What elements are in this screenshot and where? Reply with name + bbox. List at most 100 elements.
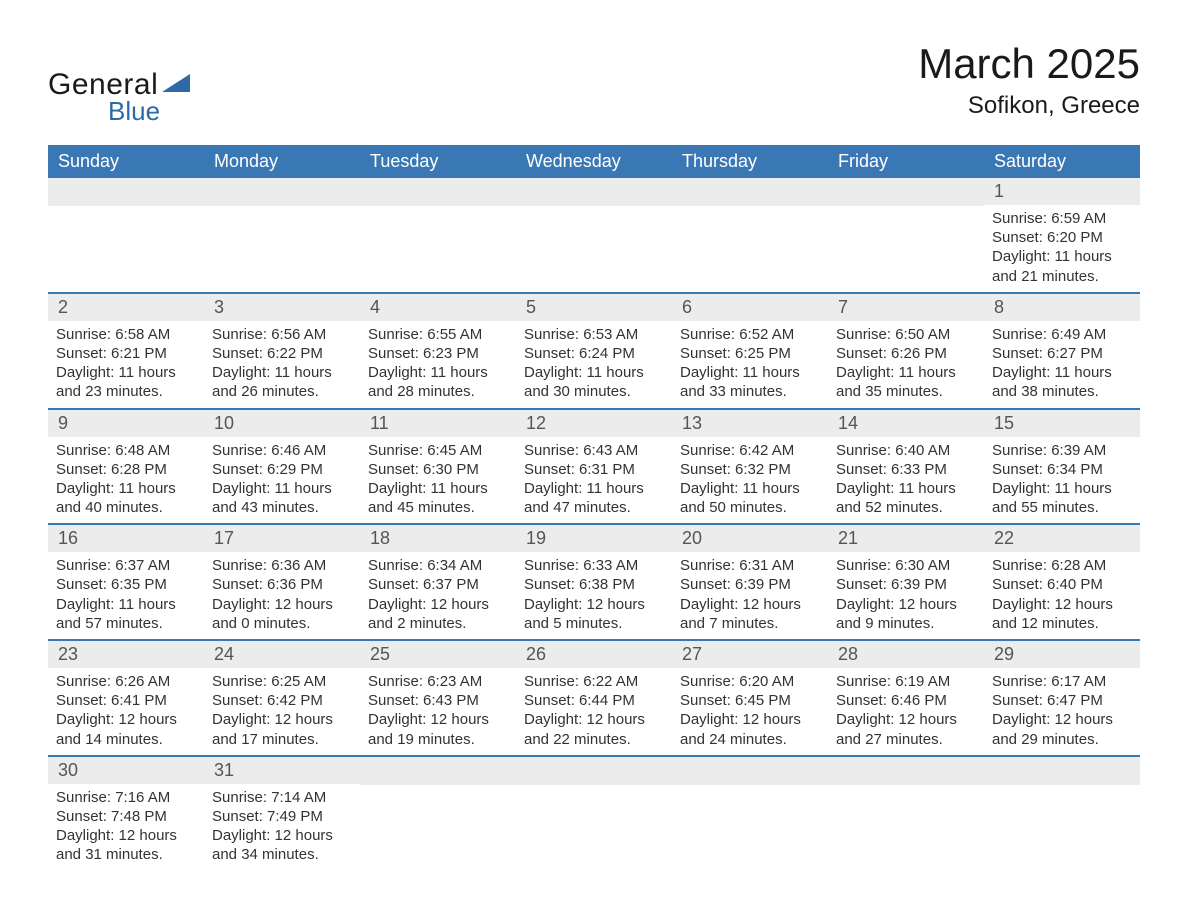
daylight-line1: Daylight: 12 hours bbox=[680, 710, 820, 729]
day-number bbox=[516, 178, 672, 206]
sunset-text: Sunset: 6:32 PM bbox=[680, 460, 820, 479]
sunset-text: Sunset: 6:30 PM bbox=[368, 460, 508, 479]
sunrise-text: Sunrise: 6:33 AM bbox=[524, 556, 664, 575]
sunrise-text: Sunrise: 6:37 AM bbox=[56, 556, 196, 575]
day-number: 16 bbox=[48, 525, 204, 552]
day-cell: 28Sunrise: 6:19 AMSunset: 6:46 PMDayligh… bbox=[828, 641, 984, 755]
daylight-line2: and 12 minutes. bbox=[992, 614, 1132, 633]
daylight-line2: and 40 minutes. bbox=[56, 498, 196, 517]
sunrise-text: Sunrise: 6:17 AM bbox=[992, 672, 1132, 691]
daylight-line1: Daylight: 11 hours bbox=[992, 247, 1132, 266]
day-cell: 1Sunrise: 6:59 AMSunset: 6:20 PMDaylight… bbox=[984, 178, 1140, 292]
day-cell: 31Sunrise: 7:14 AMSunset: 7:49 PMDayligh… bbox=[204, 757, 360, 871]
sunrise-text: Sunrise: 6:52 AM bbox=[680, 325, 820, 344]
sunrise-text: Sunrise: 7:16 AM bbox=[56, 788, 196, 807]
daylight-line1: Daylight: 11 hours bbox=[680, 479, 820, 498]
day-number: 21 bbox=[828, 525, 984, 552]
daylight-line1: Daylight: 12 hours bbox=[992, 710, 1132, 729]
sunrise-text: Sunrise: 6:49 AM bbox=[992, 325, 1132, 344]
day-cell: 18Sunrise: 6:34 AMSunset: 6:37 PMDayligh… bbox=[360, 525, 516, 639]
day-number: 23 bbox=[48, 641, 204, 668]
daylight-line1: Daylight: 11 hours bbox=[368, 363, 508, 382]
daylight-line2: and 45 minutes. bbox=[368, 498, 508, 517]
day-cell bbox=[984, 757, 1140, 871]
sunset-text: Sunset: 7:49 PM bbox=[212, 807, 352, 826]
day-cell: 12Sunrise: 6:43 AMSunset: 6:31 PMDayligh… bbox=[516, 410, 672, 524]
sunset-text: Sunset: 6:28 PM bbox=[56, 460, 196, 479]
daylight-line1: Daylight: 12 hours bbox=[212, 826, 352, 845]
daylight-line1: Daylight: 12 hours bbox=[368, 595, 508, 614]
day-cell: 3Sunrise: 6:56 AMSunset: 6:22 PMDaylight… bbox=[204, 294, 360, 408]
daylight-line2: and 22 minutes. bbox=[524, 730, 664, 749]
day-number: 3 bbox=[204, 294, 360, 321]
day-number: 5 bbox=[516, 294, 672, 321]
day-number bbox=[360, 178, 516, 206]
day-body: Sunrise: 6:26 AMSunset: 6:41 PMDaylight:… bbox=[48, 668, 204, 755]
sunrise-text: Sunrise: 6:25 AM bbox=[212, 672, 352, 691]
day-body: Sunrise: 6:31 AMSunset: 6:39 PMDaylight:… bbox=[672, 552, 828, 639]
day-body: Sunrise: 6:33 AMSunset: 6:38 PMDaylight:… bbox=[516, 552, 672, 639]
day-body: Sunrise: 6:56 AMSunset: 6:22 PMDaylight:… bbox=[204, 321, 360, 408]
day-body: Sunrise: 6:46 AMSunset: 6:29 PMDaylight:… bbox=[204, 437, 360, 524]
day-cell: 2Sunrise: 6:58 AMSunset: 6:21 PMDaylight… bbox=[48, 294, 204, 408]
week-row: 9Sunrise: 6:48 AMSunset: 6:28 PMDaylight… bbox=[48, 408, 1140, 524]
sunrise-text: Sunrise: 6:34 AM bbox=[368, 556, 508, 575]
daylight-line1: Daylight: 12 hours bbox=[212, 595, 352, 614]
day-body: Sunrise: 6:48 AMSunset: 6:28 PMDaylight:… bbox=[48, 437, 204, 524]
dow-monday: Monday bbox=[204, 145, 360, 178]
sunrise-text: Sunrise: 6:53 AM bbox=[524, 325, 664, 344]
day-cell: 14Sunrise: 6:40 AMSunset: 6:33 PMDayligh… bbox=[828, 410, 984, 524]
day-body: Sunrise: 6:59 AMSunset: 6:20 PMDaylight:… bbox=[984, 205, 1140, 292]
day-body: Sunrise: 6:30 AMSunset: 6:39 PMDaylight:… bbox=[828, 552, 984, 639]
day-cell: 10Sunrise: 6:46 AMSunset: 6:29 PMDayligh… bbox=[204, 410, 360, 524]
day-number: 10 bbox=[204, 410, 360, 437]
sunrise-text: Sunrise: 6:28 AM bbox=[992, 556, 1132, 575]
daylight-line1: Daylight: 12 hours bbox=[992, 595, 1132, 614]
daylight-line1: Daylight: 11 hours bbox=[524, 479, 664, 498]
daylight-line1: Daylight: 11 hours bbox=[836, 479, 976, 498]
day-number bbox=[672, 178, 828, 206]
day-number bbox=[204, 178, 360, 206]
day-cell: 11Sunrise: 6:45 AMSunset: 6:30 PMDayligh… bbox=[360, 410, 516, 524]
day-cell bbox=[828, 757, 984, 871]
day-body: Sunrise: 6:55 AMSunset: 6:23 PMDaylight:… bbox=[360, 321, 516, 408]
daylight-line1: Daylight: 11 hours bbox=[992, 479, 1132, 498]
day-cell: 24Sunrise: 6:25 AMSunset: 6:42 PMDayligh… bbox=[204, 641, 360, 755]
day-body: Sunrise: 6:37 AMSunset: 6:35 PMDaylight:… bbox=[48, 552, 204, 639]
sunset-text: Sunset: 6:27 PM bbox=[992, 344, 1132, 363]
sunset-text: Sunset: 6:36 PM bbox=[212, 575, 352, 594]
day-number: 17 bbox=[204, 525, 360, 552]
location: Sofikon, Greece bbox=[918, 92, 1140, 120]
daylight-line2: and 43 minutes. bbox=[212, 498, 352, 517]
daylight-line1: Daylight: 12 hours bbox=[212, 710, 352, 729]
daylight-line2: and 38 minutes. bbox=[992, 382, 1132, 401]
daylight-line1: Daylight: 12 hours bbox=[56, 710, 196, 729]
dow-saturday: Saturday bbox=[984, 145, 1140, 178]
daylight-line2: and 31 minutes. bbox=[56, 845, 196, 864]
title-block: March 2025 Sofikon, Greece bbox=[918, 40, 1140, 120]
sunrise-text: Sunrise: 6:50 AM bbox=[836, 325, 976, 344]
day-cell: 16Sunrise: 6:37 AMSunset: 6:35 PMDayligh… bbox=[48, 525, 204, 639]
daylight-line1: Daylight: 12 hours bbox=[836, 595, 976, 614]
logo-triangle-icon bbox=[162, 74, 190, 92]
day-number: 25 bbox=[360, 641, 516, 668]
day-cell bbox=[516, 178, 672, 292]
day-number: 24 bbox=[204, 641, 360, 668]
sunset-text: Sunset: 6:41 PM bbox=[56, 691, 196, 710]
day-cell: 30Sunrise: 7:16 AMSunset: 7:48 PMDayligh… bbox=[48, 757, 204, 871]
daylight-line1: Daylight: 11 hours bbox=[56, 363, 196, 382]
day-cell: 21Sunrise: 6:30 AMSunset: 6:39 PMDayligh… bbox=[828, 525, 984, 639]
daylight-line1: Daylight: 12 hours bbox=[368, 710, 508, 729]
sunrise-text: Sunrise: 6:55 AM bbox=[368, 325, 508, 344]
week-row: 23Sunrise: 6:26 AMSunset: 6:41 PMDayligh… bbox=[48, 639, 1140, 755]
day-number: 2 bbox=[48, 294, 204, 321]
day-body: Sunrise: 6:52 AMSunset: 6:25 PMDaylight:… bbox=[672, 321, 828, 408]
sunrise-text: Sunrise: 6:56 AM bbox=[212, 325, 352, 344]
dow-tuesday: Tuesday bbox=[360, 145, 516, 178]
sunrise-text: Sunrise: 6:58 AM bbox=[56, 325, 196, 344]
day-body: Sunrise: 6:19 AMSunset: 6:46 PMDaylight:… bbox=[828, 668, 984, 755]
daylight-line2: and 7 minutes. bbox=[680, 614, 820, 633]
daylight-line2: and 33 minutes. bbox=[680, 382, 820, 401]
day-cell bbox=[828, 178, 984, 292]
dow-friday: Friday bbox=[828, 145, 984, 178]
